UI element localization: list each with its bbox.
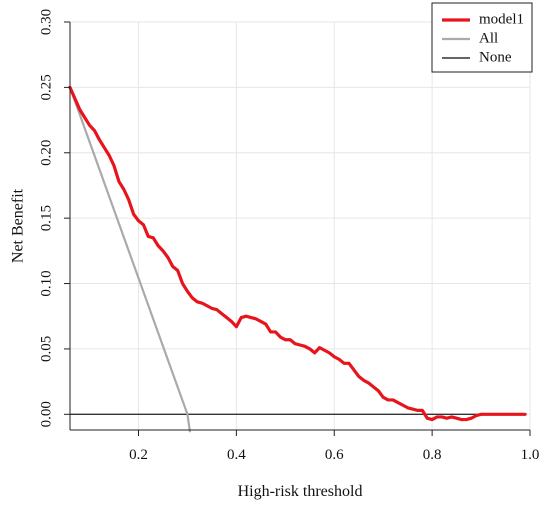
- legend-label-all: All: [479, 30, 498, 46]
- legend-box: [431, 2, 533, 73]
- y-tick-label: 0.10: [38, 270, 54, 296]
- series-layer: [68, 85, 527, 433]
- grid-layer: [70, 21, 531, 430]
- legend-label-none: None: [479, 49, 512, 65]
- series-line-all: [68, 86, 191, 433]
- y-axis-title: Net Benefit: [10, 188, 27, 263]
- y-tick-label: 0.00: [38, 401, 54, 427]
- x-tick-label: 1.0: [521, 447, 540, 463]
- axis-layer: 0.2 0.4 0.6 0.8 1.0 0.00 0.05 0.10 0.15 0.20 0.25 0…: [38, 9, 539, 463]
- y-tick-label: 0.25: [38, 74, 54, 100]
- y-tick-label: 0.20: [38, 140, 54, 166]
- x-tick-label: 0.4: [227, 447, 246, 463]
- y-tick-label: 0.05: [38, 336, 54, 362]
- legend-layer: model1 All None: [431, 2, 533, 73]
- x-tick-label: 0.2: [129, 447, 148, 463]
- y-tick-label: 0.30: [38, 9, 54, 35]
- x-tick-label: 0.8: [423, 447, 442, 463]
- x-axis-title: High-risk threshold: [238, 483, 363, 500]
- y-tick-label: 0.15: [38, 205, 54, 231]
- x-tick-label: 0.6: [325, 447, 344, 463]
- series-line-model1: [68, 85, 527, 422]
- legend-label-model1: model1: [479, 11, 524, 27]
